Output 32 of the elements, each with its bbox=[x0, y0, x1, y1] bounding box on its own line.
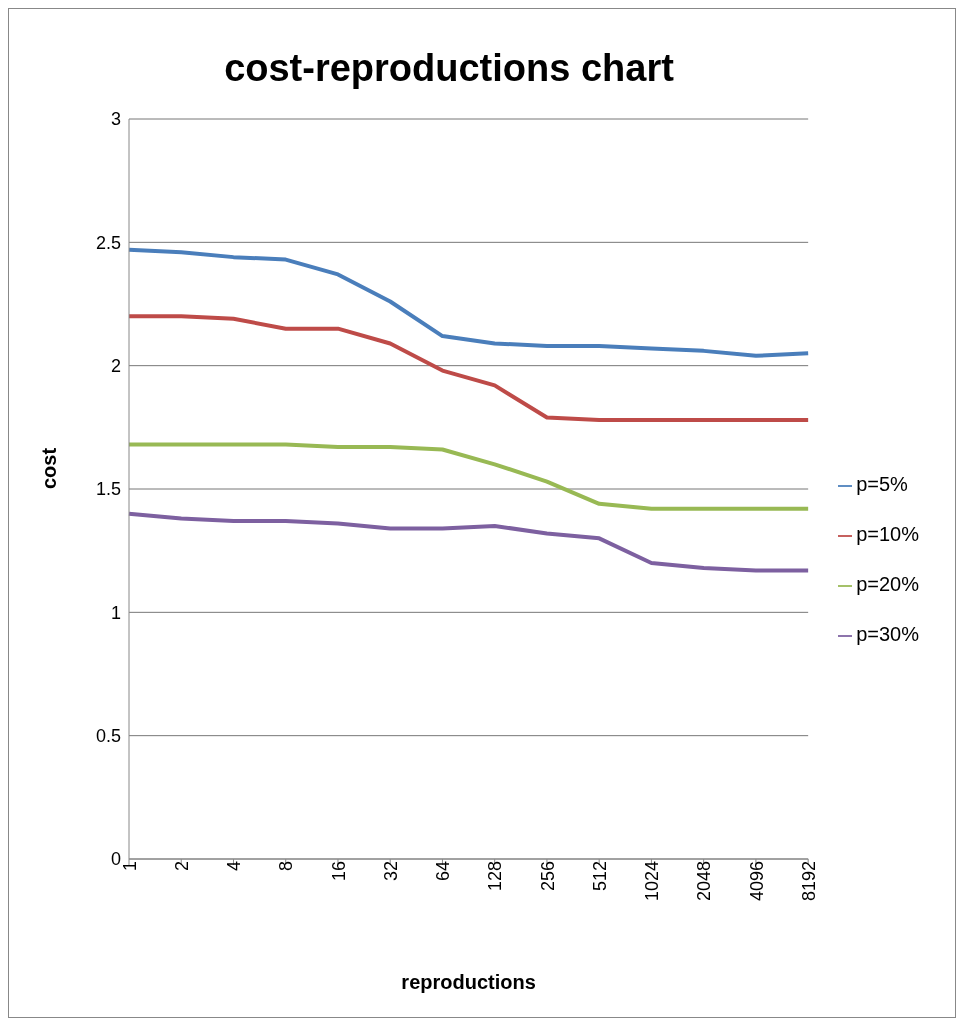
x-tick-label: 2048 bbox=[694, 861, 715, 902]
y-tick-label: 0.5 bbox=[95, 726, 121, 747]
x-tick-label: 1024 bbox=[642, 861, 663, 902]
y-axis-title: cost bbox=[38, 447, 61, 489]
x-tick-label: 128 bbox=[485, 861, 506, 892]
legend-label: p=30% bbox=[856, 623, 919, 645]
x-axis-title: reproductions bbox=[401, 971, 536, 993]
y-tick-label: 0 bbox=[110, 849, 121, 870]
y-tick-label: 1.5 bbox=[95, 479, 121, 500]
line-series bbox=[127, 511, 811, 573]
line-series bbox=[127, 314, 811, 422]
x-tick-label: 512 bbox=[589, 861, 610, 892]
y-tick-label: 1 bbox=[110, 602, 121, 623]
y-tick-label: 2.5 bbox=[95, 232, 121, 253]
x-tick-label: 32 bbox=[380, 861, 401, 882]
x-tick-label: 16 bbox=[328, 861, 349, 882]
x-tick-label: 256 bbox=[537, 861, 558, 892]
x-tick-label: 2 bbox=[172, 861, 193, 872]
x-tick-label: 64 bbox=[433, 861, 454, 882]
line-series bbox=[127, 442, 811, 511]
chart-title: cost-reproductions chart bbox=[223, 47, 675, 90]
legend-label: p=5% bbox=[856, 473, 908, 495]
y-tick-label: 2 bbox=[110, 356, 121, 377]
line-series bbox=[127, 247, 811, 358]
y-tick-label: 3 bbox=[110, 109, 121, 130]
x-tick-label: 8 bbox=[276, 861, 297, 872]
x-tick-label: 4 bbox=[224, 861, 245, 872]
legend-label: p=10% bbox=[856, 523, 919, 545]
x-tick-label: 1 bbox=[119, 861, 140, 872]
legend-label: p=20% bbox=[856, 573, 919, 595]
x-tick-label: 4096 bbox=[746, 861, 767, 902]
x-tick-label: 8192 bbox=[798, 861, 819, 902]
